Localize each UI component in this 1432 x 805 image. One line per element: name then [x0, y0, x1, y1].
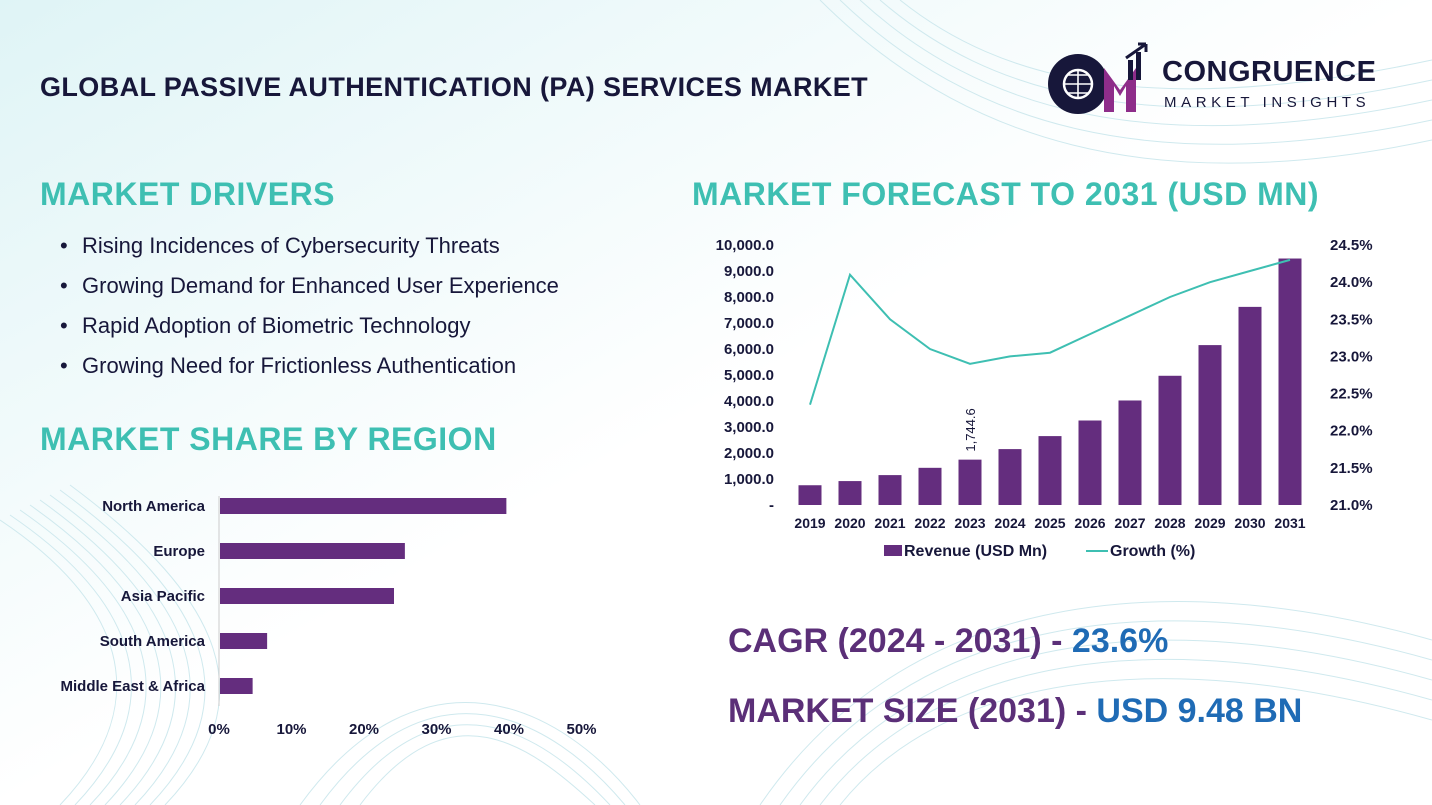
y-left-tick-label: 9,000.0: [724, 263, 774, 280]
x-tick-label: 40%: [494, 721, 524, 738]
x-tick-label: 2028: [1154, 515, 1185, 531]
x-tick-label: 2019: [794, 515, 825, 531]
driver-item: • Rising Incidences of Cybersecurity Thre…: [60, 233, 500, 258]
y-left-tick-label: 10,000.0: [716, 237, 774, 254]
legend-swatch-revenue: [884, 545, 902, 556]
x-tick-label: 20%: [349, 721, 379, 738]
forecast-chart: - 1,000.0 2,000.0 3,000.0 4,000.0 5,000.0 6,00…: [716, 237, 1373, 560]
revenue-bar: [1278, 258, 1302, 505]
revenue-bar: [798, 485, 822, 505]
y-right-tick-label: 21.5%: [1330, 460, 1373, 477]
y-right-tick-label: 24.0%: [1330, 274, 1373, 291]
logo-tagline: MARKET INSIGHTS: [1164, 94, 1371, 111]
legend-label-revenue: Revenue (USD Mn): [904, 543, 1047, 560]
company-logo: CONGRUENCE MARKET INSIGHTS: [1046, 42, 1396, 118]
market-size-separator: -: [1066, 692, 1097, 730]
x-tick-label: 2025: [1034, 515, 1065, 531]
market-size-value: USD 9.48 BN: [1096, 692, 1303, 730]
y-right-tick-label: 22.5%: [1330, 386, 1373, 403]
cagr-separator: -: [1041, 622, 1072, 660]
x-tick-label: 2023: [954, 515, 985, 531]
legend-label-growth: Growth (%): [1110, 543, 1195, 560]
x-tick-label: 2026: [1074, 515, 1105, 531]
category-label: Asia Pacific: [121, 588, 205, 605]
x-tick-label: 50%: [566, 721, 596, 738]
y-left-tick-label: 7,000.0: [724, 315, 774, 332]
revenue-bar: [878, 475, 902, 505]
drivers-heading: MARKET DRIVERS: [40, 176, 336, 212]
y-left-tick-label: 4,000.0: [724, 393, 774, 410]
x-tick-label: 30%: [421, 721, 451, 738]
cagr-label: CAGR (2024 - 2031): [728, 622, 1042, 660]
region-bar: [220, 498, 507, 514]
driver-text: Rapid Adoption of Biometric Technology: [82, 313, 471, 338]
x-tick-label: 2031: [1274, 515, 1305, 531]
driver-text: Rising Incidences of Cybersecurity Threa…: [82, 233, 500, 258]
revenue-bar: [958, 459, 982, 505]
cagr-statement: CAGR (2024 - 2031) - 23.6%: [728, 622, 1168, 661]
x-tick-label: 2024: [994, 515, 1025, 531]
drivers-list: • Rising Incidences of Cybersecurity Thre…: [60, 232, 559, 392]
forecast-heading: MARKET FORECAST TO 2031 (USD MN): [692, 176, 1320, 212]
y-left-tick-label: 2,000.0: [724, 445, 774, 462]
revenue-bar: [1118, 400, 1142, 505]
x-tick-label: 2022: [914, 515, 945, 531]
y-left-tick-label: 5,000.0: [724, 367, 774, 384]
category-label: North America: [102, 498, 205, 515]
revenue-bar: [1078, 420, 1102, 505]
logo-mark: [1048, 42, 1148, 114]
revenue-bar: [998, 449, 1022, 505]
revenue-bar: [918, 467, 942, 505]
y-right-tick-label: 22.0%: [1330, 423, 1373, 440]
y-left-tick-label: 3,000.0: [724, 419, 774, 436]
x-tick-label: 2029: [1194, 515, 1225, 531]
category-label: Middle East & Africa: [61, 678, 206, 695]
revenue-bar: [1238, 306, 1262, 505]
driver-item: • Growing Demand for Enhanced User Experi…: [60, 273, 559, 298]
region-heading: MARKET SHARE BY REGION: [40, 421, 497, 457]
region-share-chart: North America Europe Asia Pacific South Ame…: [61, 496, 597, 738]
market-size-label: MARKET SIZE (2031): [728, 692, 1067, 730]
y-right-tick-label: 23.0%: [1330, 348, 1373, 365]
region-bar: [220, 588, 394, 604]
revenue-bar: [838, 481, 862, 505]
market-size-statement: MARKET SIZE (2031) - USD 9.48 BN: [728, 692, 1302, 731]
x-tick-label: 2021: [874, 515, 905, 531]
y-right-tick-label: 24.5%: [1330, 237, 1373, 254]
revenue-bar: [1038, 436, 1062, 505]
logo-wordmark: CONGRUENCE: [1162, 56, 1377, 88]
revenue-bar: [1198, 345, 1222, 505]
page-title: GLOBAL PASSIVE AUTHENTICATION (PA) SERVI…: [40, 72, 869, 102]
region-bar: [220, 543, 405, 559]
y-left-tick-label: 6,000.0: [724, 341, 774, 358]
y-left-tick-label: 1,000.0: [724, 471, 774, 488]
x-tick-label: 2027: [1114, 515, 1145, 531]
data-label: 1,744.6: [963, 408, 978, 451]
y-right-tick-label: 21.0%: [1330, 497, 1373, 514]
region-bar: [220, 633, 268, 649]
y-left-tick-label: -: [769, 497, 774, 514]
driver-text: Growing Demand for Enhanced User Experie…: [82, 273, 559, 298]
x-tick-label: 0%: [208, 721, 230, 738]
category-label: South America: [100, 633, 206, 650]
cagr-value: 23.6%: [1071, 622, 1169, 660]
growth-line: [809, 258, 1291, 406]
region-bar: [220, 678, 253, 694]
category-label: Europe: [153, 543, 205, 560]
y-left-tick-label: 8,000.0: [724, 289, 774, 306]
x-tick-label: 10%: [276, 721, 306, 738]
driver-item: • Rapid Adoption of Biometric Technology: [60, 313, 471, 338]
y-right-tick-label: 23.5%: [1330, 311, 1373, 328]
driver-item: • Growing Need for Frictionless Authentic…: [60, 353, 517, 378]
x-tick-label: 2030: [1234, 515, 1265, 531]
x-tick-label: 2020: [834, 515, 865, 531]
driver-text: Growing Need for Frictionless Authentica…: [82, 353, 517, 378]
revenue-bar: [1158, 375, 1182, 505]
